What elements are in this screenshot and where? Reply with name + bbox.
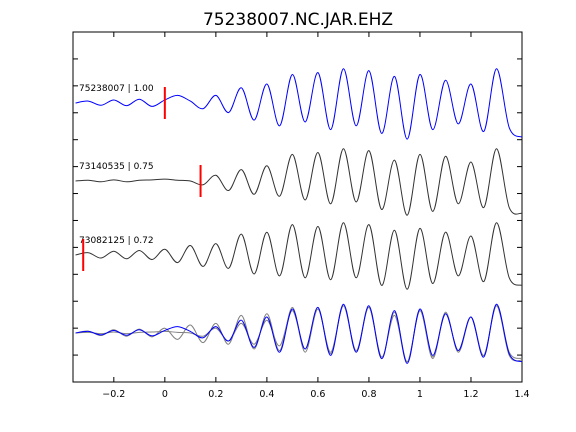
- trace-line-75238007: [75, 68, 523, 140]
- trace-label-75238007: 75238007 | 1.00: [79, 84, 154, 94]
- x-tick-label: 0: [162, 389, 168, 400]
- x-tick-label: 0.8: [361, 389, 376, 400]
- x-tick-label: 0.4: [259, 389, 274, 400]
- x-ticks: −0.2 0 0.2 0.4 0.6 0.8 1 1.2 1.4: [102, 32, 530, 400]
- chart-title: 75238007.NC.JAR.EHZ: [203, 10, 393, 30]
- trace-label-73140535: 73140535 | 0.75: [79, 162, 154, 172]
- pick-markers: [82, 87, 202, 271]
- x-tick-label: 1.4: [514, 389, 529, 400]
- overlay-trace-75238007: [75, 303, 523, 364]
- x-tick-label: 1: [417, 389, 423, 400]
- x-tick-label: −0.2: [102, 389, 125, 400]
- trace-labels: 75238007 | 1.00 73140535 | 0.75 73082125 |…: [79, 84, 154, 246]
- trace-line-73140535: [75, 148, 523, 216]
- x-tick-label: 0.6: [310, 389, 325, 400]
- x-tick-label: 1.2: [463, 389, 478, 400]
- trace-label-73082125: 73082125 | 0.72: [79, 236, 154, 246]
- trace-line-73082125: [75, 222, 523, 290]
- traces: [75, 68, 523, 364]
- y-ticks: [73, 58, 522, 356]
- x-tick-label: 0.2: [208, 389, 223, 400]
